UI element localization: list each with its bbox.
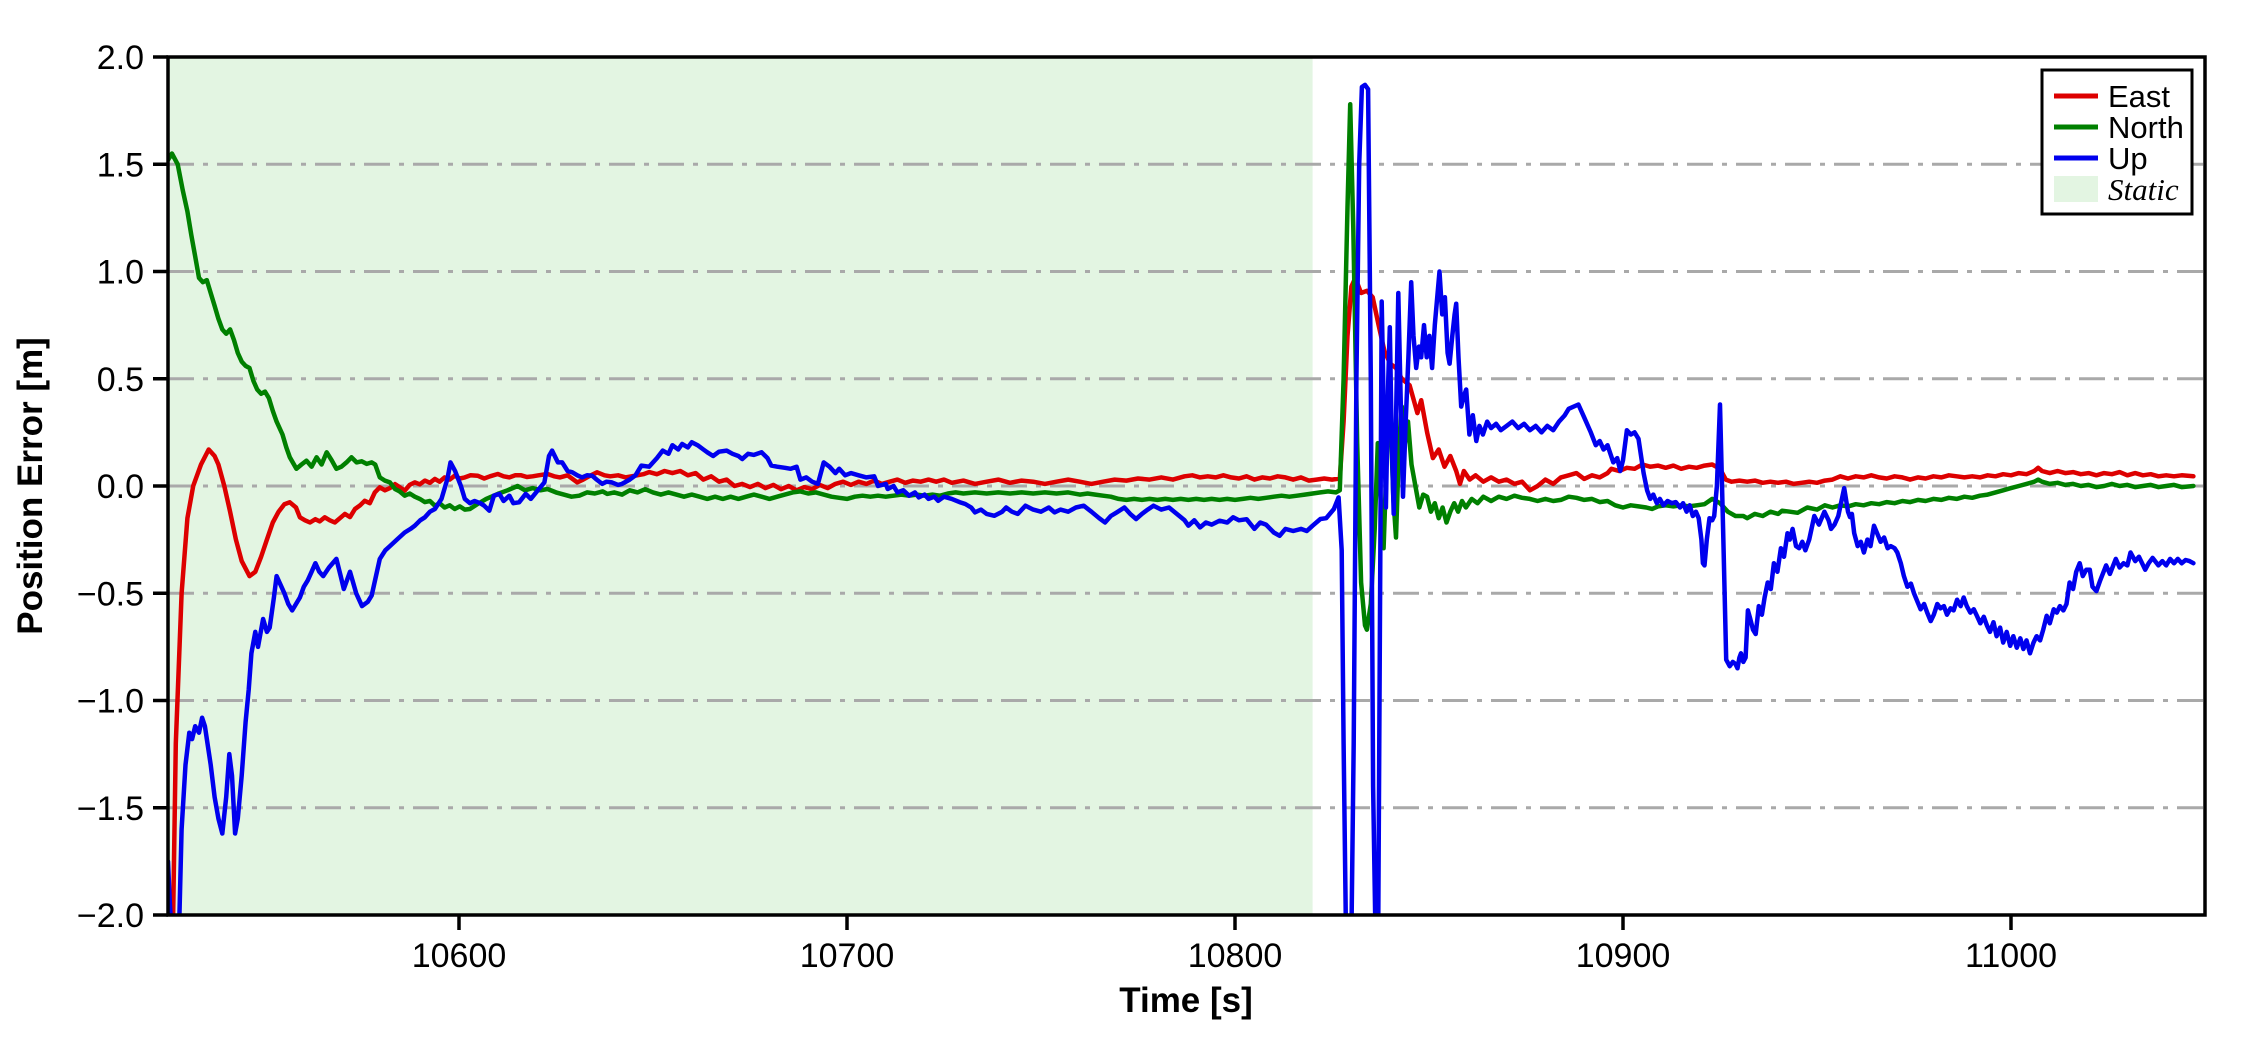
x-tick-label: 10600 xyxy=(412,937,507,975)
legend-label-north: North xyxy=(2108,110,2184,145)
y-tick-label: 1.5 xyxy=(97,146,144,184)
legend-label-east: East xyxy=(2108,79,2170,114)
y-axis-label: Position Error [m] xyxy=(11,337,50,635)
y-axis-ticks: 2.0 1.5 1.0 0.5 0.0 −0.5 −1.0 −1.5 −2.0 xyxy=(77,39,168,935)
legend-swatch-static xyxy=(2054,176,2098,202)
series-line-east xyxy=(170,275,2196,915)
legend-label-static: Static xyxy=(2108,172,2179,207)
series-line-up xyxy=(168,82,2196,915)
x-axis-label: Time [s] xyxy=(1119,981,1253,1020)
x-axis-ticks: 10600 10700 10800 10900 11000 xyxy=(412,915,2057,975)
y-tick-label: 0.5 xyxy=(97,361,144,399)
x-tick-label: 11000 xyxy=(1965,937,2057,975)
y-tick-label: 2.0 xyxy=(97,39,144,77)
series-lines xyxy=(168,82,2196,915)
legend-label-up: Up xyxy=(2108,141,2148,176)
x-tick-label: 10700 xyxy=(800,937,895,975)
y-tick-label: −1.5 xyxy=(77,790,144,828)
y-tick-label: −2.0 xyxy=(77,897,144,935)
y-tick-label: 0.0 xyxy=(97,468,144,506)
y-tick-label: −0.5 xyxy=(77,575,144,613)
y-tick-label: 1.0 xyxy=(97,254,144,292)
series-line-north xyxy=(168,101,2196,632)
y-tick-label: −1.0 xyxy=(77,683,144,721)
x-tick-label: 10800 xyxy=(1188,937,1283,975)
x-tick-label: 10900 xyxy=(1576,937,1671,975)
gridlines xyxy=(168,162,2205,810)
